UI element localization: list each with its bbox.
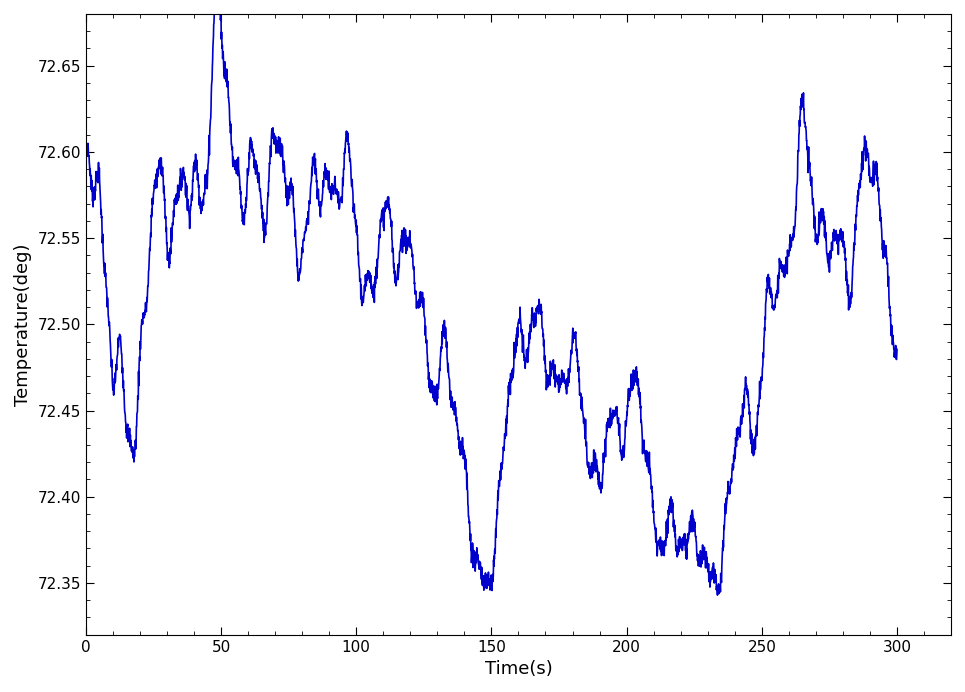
Y-axis label: Temperature(deg): Temperature(deg) <box>14 243 32 406</box>
X-axis label: Time(s): Time(s) <box>484 660 552 678</box>
